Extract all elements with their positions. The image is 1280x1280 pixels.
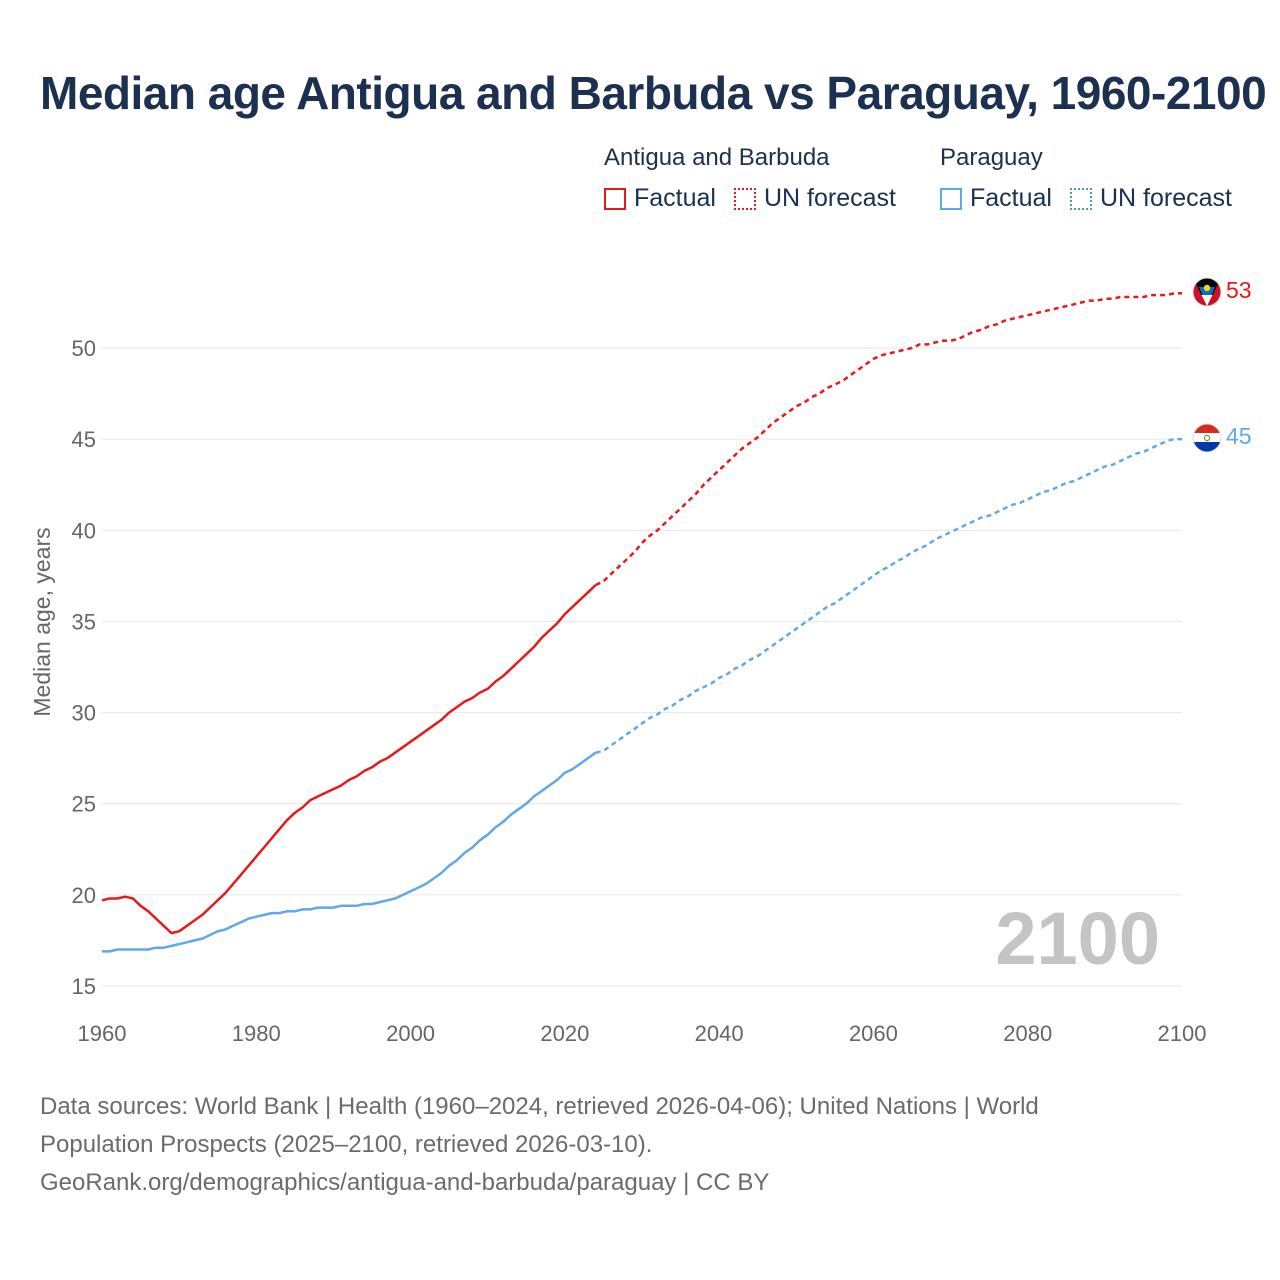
y-tick-label: 15 [72, 974, 96, 999]
end-label-antigua: 53 [1226, 277, 1252, 303]
legend-antigua-factual-swatch [604, 187, 626, 210]
series-line-paraguay-forecast[interactable] [595, 437, 1182, 754]
y-tick-label: 45 [72, 427, 96, 452]
legend-paraguay-country: Paraguay [940, 144, 1043, 171]
y-tick-label: 40 [72, 518, 96, 543]
legend-antigua-factual-label: Factual [634, 184, 716, 212]
x-tick-label: 2040 [695, 1021, 744, 1046]
year-watermark: 2100 [995, 897, 1160, 980]
x-tick-label: 2080 [1003, 1021, 1052, 1046]
legend-antigua: Antigua and Barbuda Factual UN forecast [604, 144, 914, 213]
footer-line-2: Population Prospects (2025–2100, retriev… [40, 1131, 653, 1158]
y-axis-title: Median age, years [29, 527, 55, 716]
x-tick-label: 2020 [540, 1021, 589, 1046]
legend-paraguay-factual-swatch [940, 187, 962, 210]
legend-antigua-country: Antigua and Barbuda [604, 144, 830, 171]
legend-paraguay-factual[interactable]: Factual [940, 184, 1052, 213]
footer-sources: Data sources: World Bank | Health (1960–… [40, 1088, 1240, 1202]
legend-antigua-forecast-swatch [733, 187, 756, 210]
y-tick-label: 35 [72, 609, 96, 634]
series-line-antigua-and-barbuda-forecast[interactable] [595, 292, 1182, 587]
y-tick-label: 50 [72, 336, 96, 361]
legend-paraguay-forecast-swatch [1069, 187, 1092, 210]
legend-antigua-factual[interactable]: Factual [604, 184, 716, 213]
x-tick-label: 2100 [1158, 1021, 1207, 1046]
end-label-paraguay: 45 [1226, 423, 1252, 449]
y-tick-label: 20 [72, 883, 96, 908]
antigua-and-barbuda-flag [1192, 277, 1222, 307]
x-tick-label: 1980 [232, 1021, 281, 1046]
chart-title: Median age Antigua and Barbuda vs Paragu… [40, 67, 1267, 119]
x-tick-label: 2060 [849, 1021, 898, 1046]
paraguay-flag [1192, 423, 1222, 453]
series-line-paraguay-factual[interactable] [102, 751, 597, 953]
x-tick-label: 1960 [78, 1021, 127, 1046]
series-line-antigua-and-barbuda-factual[interactable] [101, 584, 597, 935]
x-tick-label: 2000 [386, 1021, 435, 1046]
footer-line-1: Data sources: World Bank | Health (1960–… [40, 1093, 1039, 1120]
y-tick-label: 25 [72, 792, 96, 817]
legend-antigua-forecast[interactable]: UN forecast [733, 184, 896, 213]
legend-paraguay: Paraguay Factual UN forecast [940, 144, 1232, 213]
legend-paraguay-forecast[interactable]: UN forecast [1069, 184, 1232, 213]
legend-antigua-forecast-label: UN forecast [763, 184, 896, 212]
y-tick-label: 30 [72, 701, 96, 726]
legend-paraguay-forecast-label: UN forecast [1099, 184, 1232, 212]
footer-line-3[interactable]: GeoRank.org/demographics/antigua-and-bar… [40, 1169, 770, 1196]
legend-paraguay-factual-label: Factual [970, 184, 1052, 212]
